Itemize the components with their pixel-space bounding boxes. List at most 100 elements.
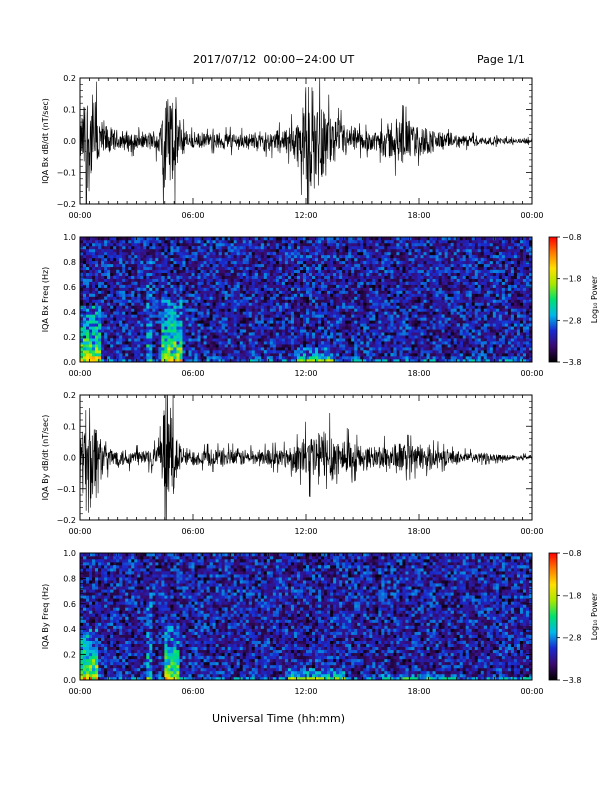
bx-spectrogram-heatmap-cell bbox=[278, 314, 283, 318]
bx-spectrogram-heatmap-cell bbox=[143, 275, 147, 279]
bx-spectrogram-heatmap-cell bbox=[137, 278, 141, 282]
bx-spectrogram-heatmap-cell bbox=[212, 323, 216, 327]
bx-spectrogram-heatmap-cell bbox=[134, 281, 138, 285]
bx-spectrogram-heatmap-cell bbox=[245, 317, 250, 321]
bx-spectrogram-heatmap-cell bbox=[411, 308, 415, 312]
bx-spectrogram-heatmap-cell bbox=[266, 275, 271, 279]
bx-spectrogram-heatmap-cell bbox=[363, 254, 367, 259]
bx-spectrogram-heatmap-cell bbox=[399, 269, 403, 274]
bx-spectrogram-heatmap-cell bbox=[245, 332, 250, 336]
bx-spectrogram-heatmap-cell bbox=[239, 344, 244, 348]
bx-spectrogram-heatmap-cell bbox=[260, 344, 265, 348]
bx-spectrogram-heatmap-cell bbox=[191, 311, 195, 315]
bx-spectrogram-heatmap-cell bbox=[137, 251, 141, 256]
bx-spectrogram-heatmap-cell bbox=[236, 329, 240, 333]
bx-spectrogram-heatmap-cell bbox=[104, 239, 108, 244]
bx-spectrogram-heatmap-cell bbox=[101, 293, 105, 297]
bx-spectrogram-heatmap-cell bbox=[447, 350, 451, 354]
bx-spectrogram-heatmap-cell bbox=[110, 254, 114, 259]
bx-spectrogram-heatmap-cell bbox=[146, 308, 150, 312]
bx-spectrogram-heatmap-cell bbox=[119, 281, 123, 285]
bx-spectrogram-heatmap-cell bbox=[432, 326, 436, 330]
bx-spectrogram-heatmap-cell bbox=[197, 296, 201, 300]
bx-spectrogram-heatmap-cell bbox=[101, 281, 105, 285]
bx-spectrogram-heatmap-cell bbox=[98, 254, 102, 259]
bx-spectrogram-heatmap-cell bbox=[351, 266, 355, 271]
bx-spectrogram-heatmap-cell bbox=[306, 359, 310, 363]
bx-spectrogram-heatmap-cell bbox=[101, 239, 105, 244]
bx-spectrogram-heatmap-cell bbox=[456, 311, 460, 315]
bx-spectrogram-heatmap-cell bbox=[89, 284, 93, 288]
bx-spectrogram-heatmap-cell bbox=[408, 335, 412, 339]
bx-spectrogram-heatmap-cell bbox=[95, 308, 99, 312]
bx-spectrogram-heatmap-cell bbox=[134, 284, 138, 288]
bx-spectrogram-heatmap-cell bbox=[101, 314, 105, 318]
bx-spectrogram-heatmap-cell bbox=[336, 317, 340, 321]
bx-spectrogram-heatmap-cell bbox=[363, 260, 367, 265]
bx-spectrogram-heatmap-cell bbox=[405, 311, 409, 315]
bx-spectrogram-heatmap-cell bbox=[432, 251, 436, 256]
bx-spectrogram-heatmap-cell bbox=[327, 314, 331, 318]
bx-spectrogram-heatmap-cell bbox=[393, 329, 397, 333]
bx-spectrogram-heatmap-cell bbox=[450, 299, 454, 303]
bx-spectrogram-heatmap-cell bbox=[122, 281, 126, 285]
bx-spectrogram-heatmap-cell bbox=[330, 263, 334, 268]
bx-spectrogram-heatmap-cell bbox=[110, 314, 114, 318]
bx-spectrogram-heatmap-cell bbox=[315, 239, 319, 244]
bx-spectrogram-heatmap-cell bbox=[263, 278, 268, 282]
bx-spectrogram-heatmap-cell bbox=[95, 359, 99, 363]
bx-spectrogram-heatmap-cell bbox=[185, 350, 189, 354]
bx-spectrogram-heatmap-cell bbox=[170, 293, 174, 297]
bx-spectrogram-heatmap-cell bbox=[441, 326, 445, 330]
bx-spectrogram-heatmap-cell bbox=[290, 305, 295, 309]
bx-spectrogram-heatmap-cell bbox=[272, 350, 277, 354]
bx-spectrogram-heatmap-cell bbox=[167, 347, 171, 351]
bx-spectrogram-heatmap-cell bbox=[378, 326, 382, 330]
bx-spectrogram-heatmap-cell bbox=[149, 317, 153, 321]
bx-spectrogram-heatmap-cell bbox=[257, 239, 262, 244]
bx-spectrogram-heatmap-cell bbox=[110, 299, 114, 303]
bx-spectrogram-heatmap-cell bbox=[375, 248, 379, 253]
bx-spectrogram-heatmap-cell bbox=[375, 347, 379, 351]
bx-spectrogram-heatmap-cell bbox=[95, 272, 99, 276]
bx-spectrogram-heatmap-cell bbox=[272, 278, 277, 282]
bx-spectrogram-heatmap-cell bbox=[152, 245, 156, 250]
bx-spectrogram-heatmap-cell bbox=[302, 293, 307, 297]
bx-spectrogram-heatmap-cell bbox=[266, 245, 271, 250]
bx-spectrogram-heatmap-cell bbox=[116, 335, 120, 339]
bx-spectrogram-heatmap-cell bbox=[137, 266, 141, 271]
bx-spectrogram-heatmap-cell bbox=[426, 278, 430, 282]
bx-spectrogram-heatmap-cell bbox=[327, 335, 331, 339]
bx-spectrogram-heatmap-cell bbox=[426, 254, 430, 259]
bx-timeseries-y-tick-label: 0.2 bbox=[63, 74, 76, 83]
bx-spectrogram-heatmap-cell bbox=[161, 290, 165, 294]
bx-spectrogram-heatmap-cell bbox=[342, 347, 346, 351]
bx-spectrogram-heatmap-cell bbox=[185, 344, 189, 348]
bx-spectrogram-heatmap-cell bbox=[423, 293, 427, 297]
bx-spectrogram-heatmap-cell bbox=[188, 353, 192, 357]
bx-spectrogram-heatmap-cell bbox=[197, 329, 201, 333]
bx-spectrogram-heatmap-cell bbox=[278, 275, 283, 279]
bx-spectrogram-heatmap-cell bbox=[336, 269, 340, 274]
bx-spectrogram-heatmap-cell bbox=[312, 323, 316, 327]
bx-spectrogram-heatmap-cell bbox=[339, 353, 343, 357]
bx-spectrogram-heatmap-cell bbox=[414, 305, 418, 309]
bx-spectrogram-heatmap-cell bbox=[321, 353, 325, 357]
bx-spectrogram-heatmap-cell bbox=[342, 281, 346, 285]
bx-spectrogram-heatmap-cell bbox=[80, 242, 84, 247]
bx-spectrogram-heatmap-cell bbox=[176, 260, 180, 265]
bx-spectrogram-heatmap-cell bbox=[161, 242, 165, 247]
bx-spectrogram-heatmap-cell bbox=[348, 359, 352, 363]
bx-spectrogram-heatmap-cell bbox=[140, 356, 144, 360]
bx-spectrogram-heatmap-cell bbox=[351, 299, 355, 303]
bx-spectrogram-heatmap-cell bbox=[281, 323, 286, 327]
bx-spectrogram-heatmap-cell bbox=[176, 332, 180, 336]
bx-spectrogram-heatmap-cell bbox=[173, 317, 177, 321]
bx-spectrogram-heatmap-cell bbox=[287, 329, 292, 333]
bx-spectrogram-heatmap-cell bbox=[284, 257, 289, 262]
bx-spectrogram-heatmap-cell bbox=[269, 284, 274, 288]
bx-spectrogram-heatmap-cell bbox=[83, 299, 87, 303]
bx-spectrogram-heatmap-cell bbox=[194, 320, 198, 324]
bx-spectrogram-heatmap-cell bbox=[83, 293, 87, 297]
bx-spectrogram-heatmap-cell bbox=[423, 344, 427, 348]
